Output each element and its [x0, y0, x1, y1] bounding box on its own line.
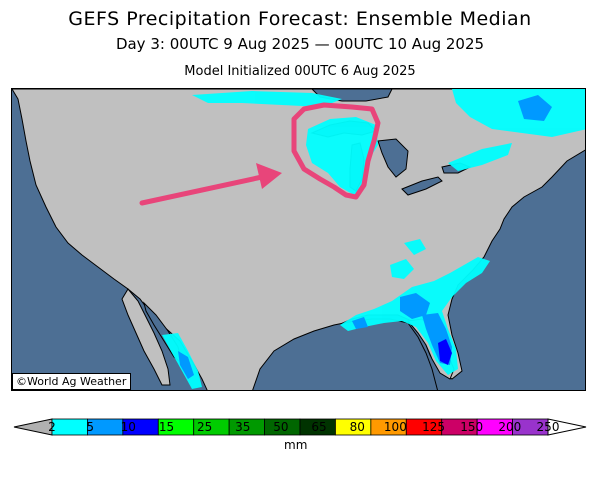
legend-tick-label: 250 [536, 420, 560, 434]
legend-tick-label: 25 [196, 420, 213, 434]
legend-tick-label: 65 [311, 420, 327, 434]
forecast-period: Day 3: 00UTC 9 Aug 2025 — 00UTC 10 Aug 2… [115, 35, 485, 53]
precip-10-15mm [438, 339, 452, 365]
legend-tick-label: 80 [349, 420, 365, 434]
lake-erie [401, 176, 443, 196]
legend-tick-label: 15 [158, 420, 175, 434]
highlight-ring [291, 102, 381, 200]
baja-peninsula [121, 288, 171, 386]
legend-tick-label: 10 [120, 420, 136, 434]
legend-colorbar [13, 418, 587, 436]
legend-tick-label: 2 [48, 420, 56, 434]
legend-tick-label: 50 [273, 420, 289, 434]
legend-tick-label: 150 [460, 420, 484, 434]
legend-under-triangle [13, 418, 53, 436]
chart-title: GEFS Precipitation Forecast: Ensemble Me… [68, 8, 532, 30]
legend-over-triangle [547, 418, 587, 436]
legend-tick-label: 125 [422, 420, 445, 434]
legend-tick-label: 200 [498, 420, 522, 434]
map-canvas [12, 89, 585, 390]
map-credit: ©World Ag Weather [12, 373, 132, 390]
legend-tick-label: 35 [235, 420, 251, 434]
legend-units: mm [284, 438, 308, 452]
annotation-arrow [139, 163, 282, 206]
legend-tick-label: 5 [86, 420, 94, 434]
legend-tick-label: 100 [383, 420, 407, 434]
lake-huron [377, 138, 409, 178]
precip-map: ©World Ag Weather [11, 88, 586, 391]
model-initialized: Model Initialized 00UTC 6 Aug 2025 [184, 64, 416, 79]
precip-5-10mm [178, 95, 552, 379]
precip-2-5mm [162, 89, 585, 389]
legend-swatch [51, 418, 88, 436]
